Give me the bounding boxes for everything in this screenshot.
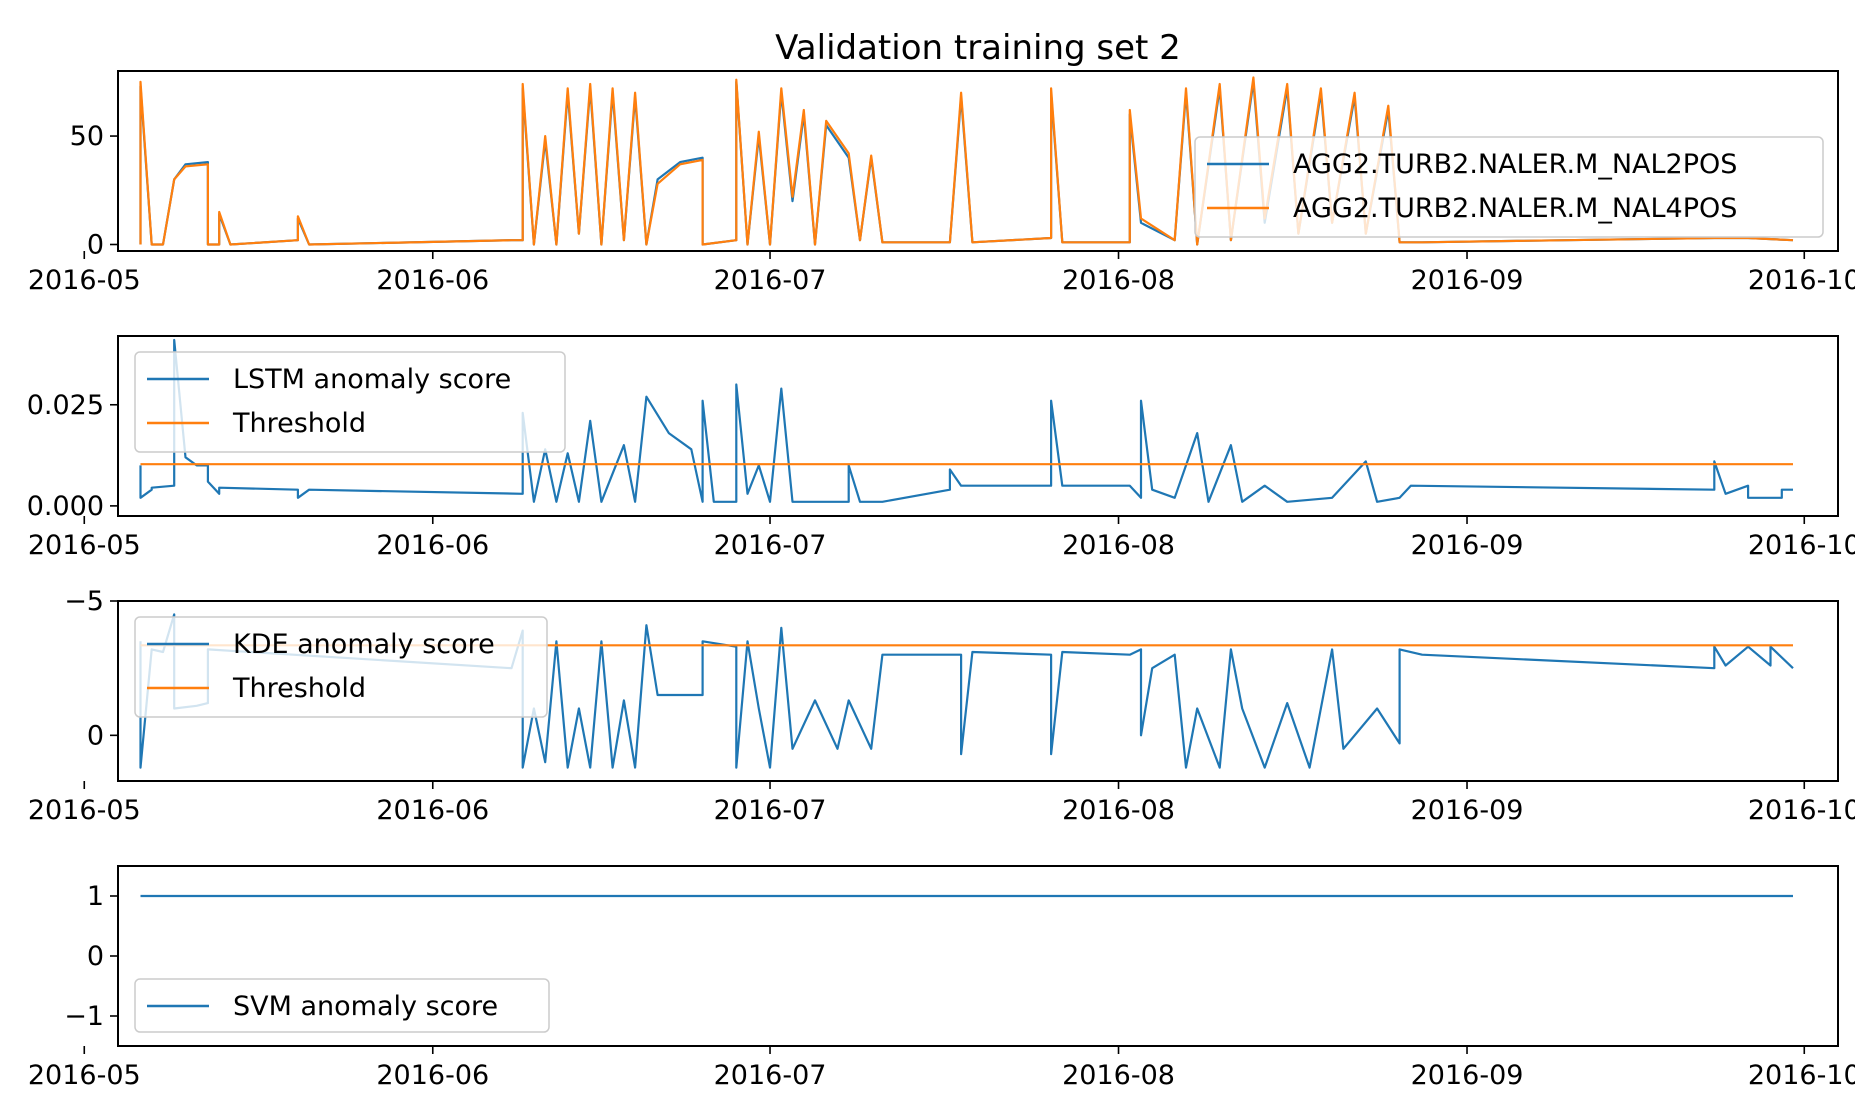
legend-label: KDE anomaly score	[233, 629, 495, 660]
x-tick-label: 2016-06	[376, 795, 489, 826]
legend-label: SVM anomaly score	[233, 991, 498, 1022]
y-tick-label: 0	[87, 941, 104, 972]
subplot-4: 2016-05 2016-06 2016-07 2016-08 2016-09 2016-…	[28, 865, 1855, 1091]
axes-frame	[117, 335, 1839, 517]
legend-label: AGG2.TURB2.NALER.M_NAL4POS	[1293, 193, 1737, 224]
x-tick-label: 2016-09	[1411, 530, 1524, 561]
x-tick-label: 2016-07	[714, 265, 827, 296]
legend-box	[134, 616, 548, 718]
series-group	[139, 338, 1793, 503]
legend-label: Threshold	[232, 673, 366, 704]
x-tick-label: 2016-07	[714, 795, 827, 826]
x-tick-label: 2016-05	[28, 530, 141, 561]
x-tick-label: 2016-09	[1411, 795, 1524, 826]
x-tick-label: 2016-08	[1062, 1060, 1175, 1091]
x-tick-label: 2016-09	[1411, 1060, 1524, 1091]
x-tick-label: 2016-10	[1748, 795, 1855, 826]
x-tick-label: 2016-06	[376, 530, 489, 561]
legend-label: AGG2.TURB2.NALER.M_NAL2POS	[1293, 149, 1737, 180]
x-tick-label: 2016-08	[1062, 530, 1175, 561]
legend: SVM anomaly score	[134, 978, 550, 1033]
subplot-3: 2016-05 2016-06 2016-07 2016-08 2016-09 2016-…	[28, 586, 1855, 826]
legend-label: LSTM anomaly score	[233, 364, 511, 395]
x-tick-label: 2016-08	[1062, 265, 1175, 296]
x-tick-label: 2016-05	[28, 795, 141, 826]
y-tick-label: 50	[70, 121, 104, 152]
axes-frame	[117, 600, 1839, 782]
legend: KDE anomaly score Threshold	[134, 616, 548, 718]
y-tick-label: 0.000	[27, 491, 104, 522]
y-tick-label: 1	[87, 881, 104, 912]
legend: LSTM anomaly score Threshold	[134, 351, 566, 453]
x-tick-label: 2016-07	[714, 1060, 827, 1091]
legend-box	[134, 351, 566, 453]
subplot-2: 2016-05 2016-06 2016-07 2016-08 2016-09 2016-…	[27, 335, 1855, 561]
y-tick-label: −5	[64, 586, 104, 617]
chart-title: Validation training set 2	[775, 28, 1181, 68]
y-tick-label: 0	[87, 720, 104, 751]
x-tick-label: 2016-08	[1062, 795, 1175, 826]
axes-frame	[117, 70, 1839, 252]
series-line-1	[139, 338, 1793, 503]
legend-box	[1194, 136, 1824, 238]
x-tick-label: 2016-05	[28, 1060, 141, 1091]
legend-label: Threshold	[232, 408, 366, 439]
x-tick-label: 2016-05	[28, 265, 141, 296]
subplot-1: 2016-05 2016-06 2016-07 2016-08 2016-09 2016-…	[28, 28, 1855, 296]
x-tick-label: 2016-10	[1748, 265, 1855, 296]
y-tick-label: 0	[87, 229, 104, 260]
legend-box	[134, 978, 550, 1033]
y-tick-label: −1	[64, 1001, 104, 1032]
x-tick-label: 2016-06	[376, 265, 489, 296]
x-tick-label: 2016-09	[1411, 265, 1524, 296]
x-tick-label: 2016-10	[1748, 1060, 1855, 1091]
x-tick-label: 2016-10	[1748, 530, 1855, 561]
x-tick-label: 2016-07	[714, 530, 827, 561]
series-line-1	[139, 613, 1794, 769]
legend: AGG2.TURB2.NALER.M_NAL2POS AGG2.TURB2.NAL…	[1194, 136, 1824, 238]
x-tick-label: 2016-06	[376, 1060, 489, 1091]
y-tick-label: 0.025	[27, 390, 104, 421]
